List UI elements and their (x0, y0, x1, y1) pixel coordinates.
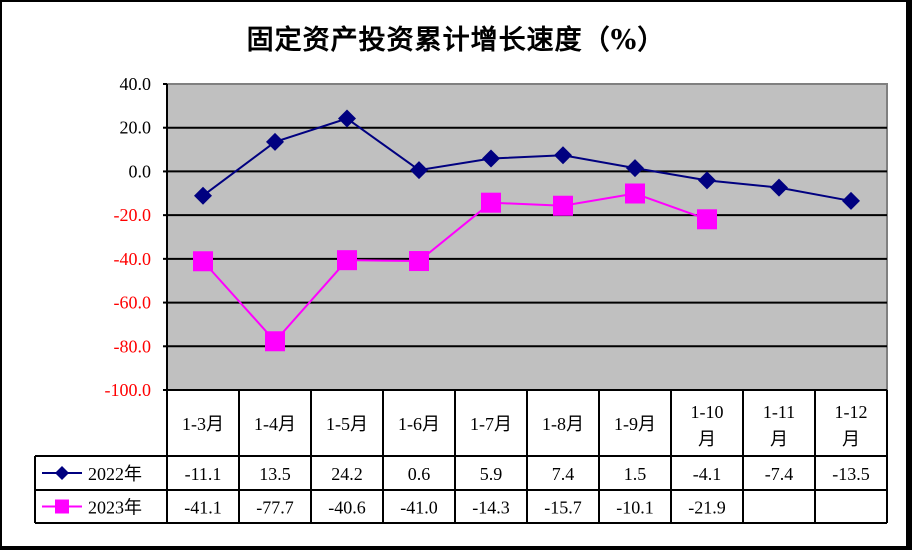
table-cell: -4.1 (693, 464, 722, 484)
square-marker-icon (697, 209, 717, 230)
table-cell: 7.4 (552, 464, 575, 484)
diamond-marker-icon (410, 161, 428, 180)
y-tick-label: -100.0 (105, 380, 152, 400)
square-marker-icon (553, 195, 573, 216)
series-line (202, 192, 708, 343)
category-label: 1-11 (763, 402, 795, 422)
y-tick-label: -40.0 (114, 249, 152, 269)
table-cell: 24.2 (331, 464, 363, 484)
square-marker-icon (193, 251, 213, 272)
table-cell: -10.1 (616, 498, 654, 518)
category-label: 1-5月 (326, 414, 368, 434)
square-marker-icon (625, 183, 645, 204)
diamond-marker-icon (338, 109, 356, 128)
table-cell: -7.4 (765, 464, 794, 484)
diamond-marker-icon (266, 132, 284, 151)
category-label: 月 (770, 429, 788, 449)
y-tick-label: 0.0 (129, 161, 152, 181)
series-2022年 (194, 109, 860, 210)
category-label: 月 (842, 429, 860, 449)
y-tick-label: 20.0 (120, 118, 152, 138)
legend-square-icon (55, 499, 69, 514)
diamond-marker-icon (770, 178, 788, 197)
table-cell: -41.0 (400, 498, 438, 518)
data-table: 1-3月 1-4月 1-5月 1-6月 1-7月 1-8月 1-9月 1-10 月 1-11 月 1-… (34, 389, 888, 524)
table-cell: -40.6 (328, 498, 366, 518)
category-label: 1-4月 (254, 414, 296, 434)
category-label: 1-9月 (614, 414, 656, 434)
category-label: 1-3月 (182, 414, 224, 434)
square-marker-icon (337, 250, 357, 271)
diamond-marker-icon (482, 149, 500, 168)
table-cell: -77.7 (256, 498, 294, 518)
table-cell: -21.9 (688, 498, 726, 518)
legend-diamond-icon (55, 466, 69, 480)
square-marker-icon (481, 192, 501, 213)
table-cell: 5.9 (480, 464, 503, 484)
table-cell: -15.7 (544, 498, 582, 518)
y-tick-label: -60.0 (114, 293, 152, 313)
table-cell: 1.5 (624, 464, 647, 484)
category-label: 月 (698, 429, 716, 449)
table-cell: -13.5 (832, 464, 870, 484)
diamond-marker-icon (554, 146, 572, 165)
plot-area (166, 83, 888, 391)
diamond-marker-icon (698, 171, 716, 190)
chart-title: 固定资产投资累计增长速度（%） (246, 25, 666, 56)
diamond-marker-icon (626, 159, 644, 178)
y-tick-label: -80.0 (114, 336, 152, 356)
category-label: 1-12 (835, 402, 868, 422)
y-tick-label: -20.0 (114, 205, 152, 225)
diamond-marker-icon (842, 191, 860, 210)
table-cell: 0.6 (408, 464, 431, 484)
y-tick-label: 40.0 (120, 74, 152, 94)
table-cell: 13.5 (259, 464, 291, 484)
category-label: 1-6月 (398, 414, 440, 434)
table-cell: -11.1 (185, 464, 222, 484)
series-line (202, 117, 852, 202)
table-cell: -14.3 (472, 498, 510, 518)
square-marker-icon (265, 331, 285, 352)
diamond-marker-icon (194, 186, 212, 205)
series-2023年 (193, 183, 717, 352)
category-label: 1-7月 (470, 414, 512, 434)
square-marker-icon (409, 251, 429, 272)
legend-label: 2022年 (88, 464, 142, 484)
category-label: 1-10 (691, 402, 724, 422)
table-cell: -41.1 (184, 498, 222, 518)
legend-label: 2023年 (88, 498, 142, 518)
category-label: 1-8月 (542, 414, 584, 434)
